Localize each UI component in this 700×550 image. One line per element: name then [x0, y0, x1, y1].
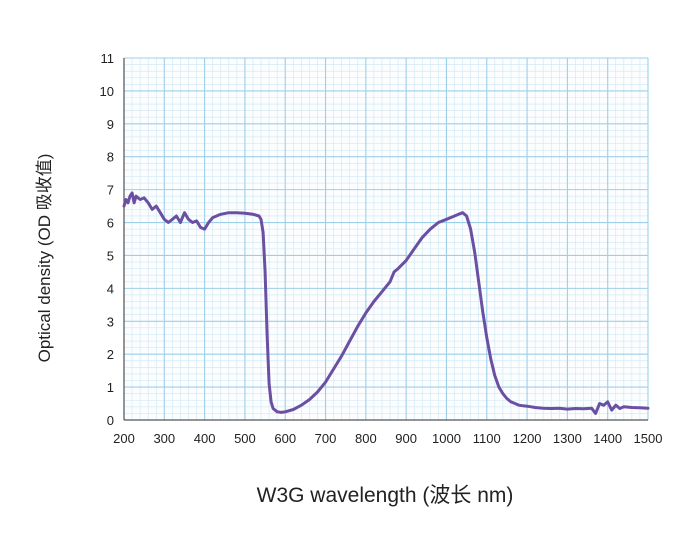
y-tick-label: 2 [107, 347, 114, 362]
y-tick-label: 0 [107, 413, 114, 428]
x-tick-label: 700 [315, 431, 337, 446]
y-tick-label: 8 [107, 150, 114, 165]
y-tick-label: 3 [107, 314, 114, 329]
x-tick-label: 1100 [473, 431, 501, 446]
series-layer [122, 191, 650, 415]
tick-label-layer: 200 300 400 500 600 700 800 900 1000 1100 1200 1300… [100, 51, 663, 446]
x-tick-label: 500 [234, 431, 256, 446]
x-tick-label: 200 [113, 431, 135, 446]
x-tick-label: 1400 [593, 431, 622, 446]
y-tick-label: 1 [107, 380, 114, 395]
y-tick-label: 11 [101, 51, 115, 66]
x-tick-label: 900 [395, 431, 417, 446]
y-tick-label: 4 [107, 281, 114, 296]
x-tick-label: 1000 [432, 431, 461, 446]
x-tick-label: 600 [274, 431, 296, 446]
grid-layer [123, 57, 649, 421]
x-tick-label: 400 [194, 431, 216, 446]
y-tick-label: 10 [100, 84, 114, 99]
axis-layer [123, 58, 648, 421]
plot-background [124, 58, 648, 420]
y-axis-title: Optical density (OD 吸收值) [35, 154, 54, 363]
x-tick-label: 800 [355, 431, 377, 446]
x-tick-label: 1200 [513, 431, 542, 446]
y-tick-label: 9 [107, 117, 114, 132]
x-tick-label: 1500 [634, 431, 663, 446]
y-tick-label: 6 [107, 216, 114, 231]
series-line-od [122, 191, 650, 415]
y-tick-label: 7 [107, 183, 114, 198]
x-tick-label: 300 [153, 431, 175, 446]
x-axis-title: W3G wavelength (波长 nm) [257, 484, 514, 507]
x-tick-label: 1300 [553, 431, 582, 446]
y-tick-label: 5 [107, 248, 114, 263]
